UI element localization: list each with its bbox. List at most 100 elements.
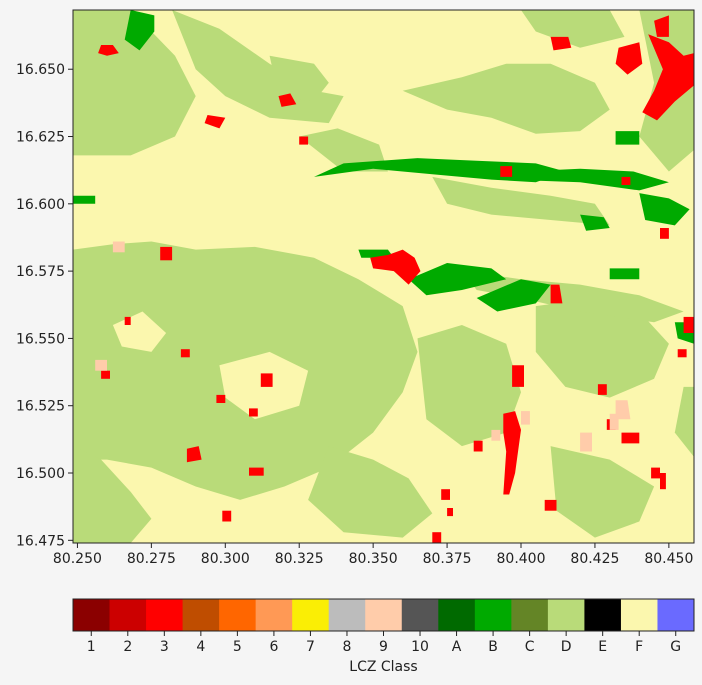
x-axis: 80.250 80.275 80.300 80.325 80.350 80.375 80.4… bbox=[53, 543, 693, 567]
lcz-region-class-3 bbox=[651, 467, 660, 479]
lcz-region-class-b bbox=[124, 10, 155, 51]
lcz-region-class-3 bbox=[278, 93, 297, 107]
lcz-region-class-d bbox=[299, 128, 388, 172]
lcz-region-class-9 bbox=[615, 400, 631, 420]
colorbar-tick-label: G bbox=[670, 639, 681, 655]
colorbar-tick-label: E bbox=[598, 639, 607, 655]
y-tick-label: 16.575 bbox=[16, 264, 65, 280]
lcz-region-class-3 bbox=[660, 473, 666, 490]
y-tick-label: 16.525 bbox=[16, 399, 65, 415]
lcz-region-class-3 bbox=[432, 532, 442, 543]
colorbar-tick-label: 6 bbox=[269, 639, 278, 655]
lcz-map-plot bbox=[72, 9, 695, 544]
colorbar-swatch-c bbox=[511, 599, 549, 631]
lcz-region-class-3 bbox=[260, 373, 273, 387]
lcz-region-class-3 bbox=[98, 45, 119, 56]
lcz-region-class-3 bbox=[621, 176, 631, 185]
colorbar-tick-label: 1 bbox=[87, 639, 96, 655]
lcz-region-class-d bbox=[73, 446, 152, 543]
lcz-region-class-3 bbox=[642, 34, 694, 121]
colorbar-tick-label: C bbox=[525, 639, 535, 655]
lcz-region-class-b bbox=[73, 195, 96, 204]
lcz-region-class-9 bbox=[112, 241, 125, 253]
lcz-region-class-3 bbox=[447, 508, 453, 517]
y-tick-label: 16.500 bbox=[16, 466, 65, 482]
lcz-region-class-b bbox=[461, 168, 669, 191]
lcz-region-class-3 bbox=[544, 499, 557, 511]
lcz-region-class-d bbox=[417, 325, 521, 447]
lcz-region-layer bbox=[73, 10, 694, 543]
colorbar-tick-label: 4 bbox=[196, 639, 205, 655]
colorbar-tick-label: F bbox=[635, 639, 643, 655]
lcz-region-class-3 bbox=[370, 249, 421, 285]
x-tick-label: 80.250 bbox=[53, 551, 102, 567]
colorbar-swatch-d bbox=[547, 599, 585, 631]
colorbar-swatch-2 bbox=[109, 599, 147, 631]
colorbar-swatch-4 bbox=[182, 599, 220, 631]
lcz-region-class-9 bbox=[521, 411, 530, 425]
lcz-region-class-d bbox=[308, 446, 433, 538]
colorbar-swatch-5 bbox=[219, 599, 257, 631]
colorbar-tick-label: 10 bbox=[411, 639, 429, 655]
lcz-region-class-3 bbox=[660, 228, 669, 239]
lcz-region-class-3 bbox=[222, 510, 232, 522]
x-tick-label: 80.325 bbox=[275, 551, 324, 567]
lcz-region-class-b bbox=[476, 279, 551, 312]
lcz-region-class-3 bbox=[473, 440, 483, 452]
colorbar-tick-label: B bbox=[488, 639, 498, 655]
lcz-region-class-b bbox=[615, 131, 640, 145]
lcz-region-class-3 bbox=[503, 411, 521, 495]
x-tick-label: 80.350 bbox=[349, 551, 398, 567]
colorbar-swatch-10 bbox=[401, 599, 439, 631]
lcz-region-class-3 bbox=[124, 316, 131, 325]
colorbar-swatch-a bbox=[438, 599, 476, 631]
lcz-colorbar: 1 2 3 4 5 6 7 8 9 10 A B C D E F G LCZ Class bbox=[72, 598, 695, 675]
lcz-region-class-3 bbox=[550, 36, 572, 51]
lcz-region-class-d bbox=[674, 386, 694, 457]
lcz-region-class-3 bbox=[683, 316, 694, 333]
lcz-region-class-d bbox=[521, 10, 625, 48]
lcz-region-class-3 bbox=[500, 166, 513, 177]
lcz-region-class-3 bbox=[204, 115, 226, 129]
lcz-region-class-d bbox=[432, 176, 610, 226]
colorbar-tick-label: 7 bbox=[306, 639, 315, 655]
lcz-region-class-3 bbox=[512, 365, 524, 387]
lcz-region-class-d bbox=[402, 63, 610, 134]
lcz-region-class-b bbox=[408, 263, 507, 296]
lcz-region-class-9 bbox=[95, 359, 107, 371]
lcz-region-class-3 bbox=[249, 467, 264, 476]
colorbar-swatch-9 bbox=[365, 599, 403, 631]
lcz-region-class-9 bbox=[491, 429, 501, 441]
colorbar-tick-label: A bbox=[452, 639, 462, 655]
colorbar-title: LCZ Class bbox=[349, 659, 417, 675]
colorbar-swatch-b bbox=[474, 599, 512, 631]
lcz-region-class-3 bbox=[654, 15, 669, 37]
lcz-region-class-3 bbox=[615, 42, 643, 75]
x-tick-label: 80.425 bbox=[570, 551, 619, 567]
colorbar-swatch-7 bbox=[292, 599, 330, 631]
lcz-region-class-3 bbox=[101, 370, 110, 379]
lcz-region-class-3 bbox=[299, 136, 309, 145]
lcz-region-class-b bbox=[609, 268, 640, 280]
x-tick-label: 80.450 bbox=[644, 551, 693, 567]
y-tick-label: 16.600 bbox=[16, 197, 65, 213]
plot-frame bbox=[72, 9, 695, 544]
lcz-region-class-3 bbox=[550, 284, 563, 304]
x-tick-label: 80.300 bbox=[201, 551, 250, 567]
x-tick-label: 80.375 bbox=[423, 551, 472, 567]
y-tick-label: 16.650 bbox=[16, 62, 65, 78]
lcz-region-class-b bbox=[580, 214, 610, 231]
lcz-region-class-9 bbox=[609, 413, 619, 430]
lcz-region-class-3 bbox=[441, 489, 450, 500]
colorbar-swatch-g bbox=[657, 599, 695, 631]
lcz-region-class-3 bbox=[160, 246, 173, 261]
colorbar-swatch-1 bbox=[73, 599, 111, 631]
lcz-region-class-3 bbox=[249, 408, 258, 417]
colorbar-swatch-e bbox=[584, 599, 622, 631]
y-tick-label: 16.550 bbox=[16, 331, 65, 347]
lcz-region-class-9 bbox=[580, 432, 592, 452]
colorbar-tick-label: 9 bbox=[379, 639, 388, 655]
x-tick-label: 80.275 bbox=[127, 551, 176, 567]
colorbar-tick-label: D bbox=[561, 639, 572, 655]
colorbar-swatch-f bbox=[620, 599, 658, 631]
